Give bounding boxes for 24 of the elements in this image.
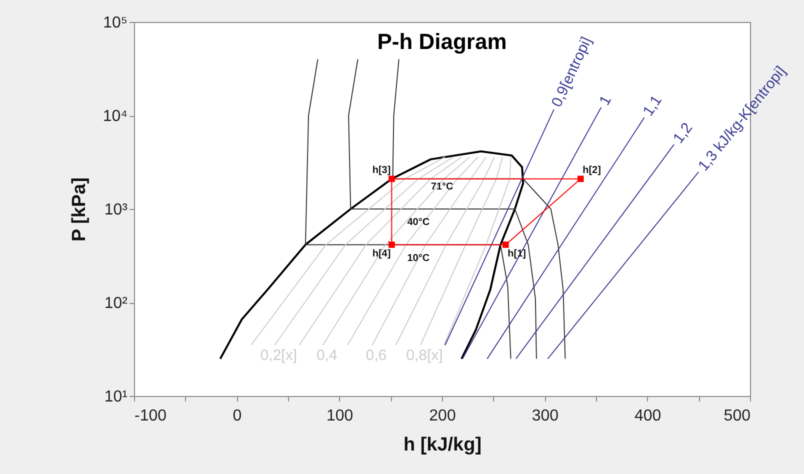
y-tick-label: 10⁴ [102,108,128,125]
x-tick-label: 400 [634,408,662,424]
x-tick-label: 500 [724,408,751,424]
text: 1,1 [640,92,666,120]
text: 1,2 [670,120,696,147]
y-tick-label: 10³ [104,202,128,218]
annotation: 10°C [407,252,430,264]
x-axis-title: h [kJ/kg] [403,434,482,456]
annotation: 71°C [430,182,454,193]
annotation: h[2] [582,164,601,176]
x-tick-label: -100 [134,408,167,424]
annotation: h[3] [372,164,391,176]
x-tick-label: 200 [429,408,456,424]
x-tick-label: 0 [232,408,242,424]
text: 1 [596,92,615,108]
y-axis-title: P [kPa] [68,177,90,242]
x-tick-label: 100 [326,408,354,424]
y-tick-label: 10¹ [104,388,128,406]
chart-title: P-h Diagram [377,29,507,54]
x-tick-label: 300 [532,408,559,424]
annotation: h[4] [372,248,391,260]
y-tick-label: 10⁵ [103,14,128,32]
y-tick-label: 10² [104,295,128,312]
annotation: 40°C [407,217,430,228]
